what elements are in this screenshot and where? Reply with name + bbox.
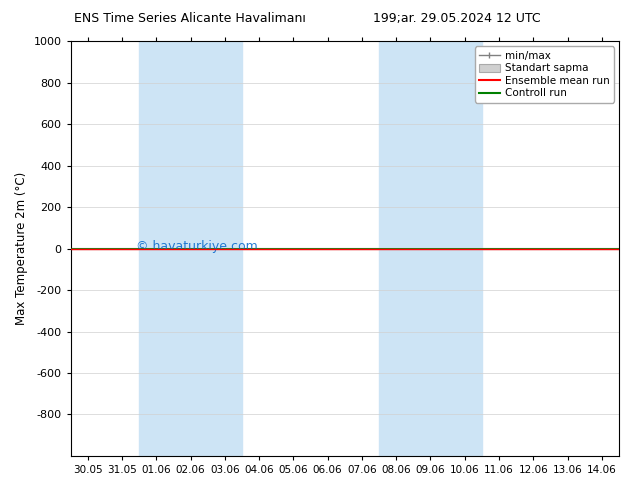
Text: © havaturkiye.com: © havaturkiye.com: [136, 240, 258, 253]
Text: ENS Time Series Alicante Havalimanı: ENS Time Series Alicante Havalimanı: [74, 12, 306, 25]
Legend: min/max, Standart sapma, Ensemble mean run, Controll run: min/max, Standart sapma, Ensemble mean r…: [475, 47, 614, 102]
Bar: [139, 41, 242, 456]
Y-axis label: Max Temperature 2m (°C): Max Temperature 2m (°C): [15, 172, 28, 325]
Text: 199;ar. 29.05.2024 12 UTC: 199;ar. 29.05.2024 12 UTC: [373, 12, 540, 25]
Bar: [379, 41, 482, 456]
